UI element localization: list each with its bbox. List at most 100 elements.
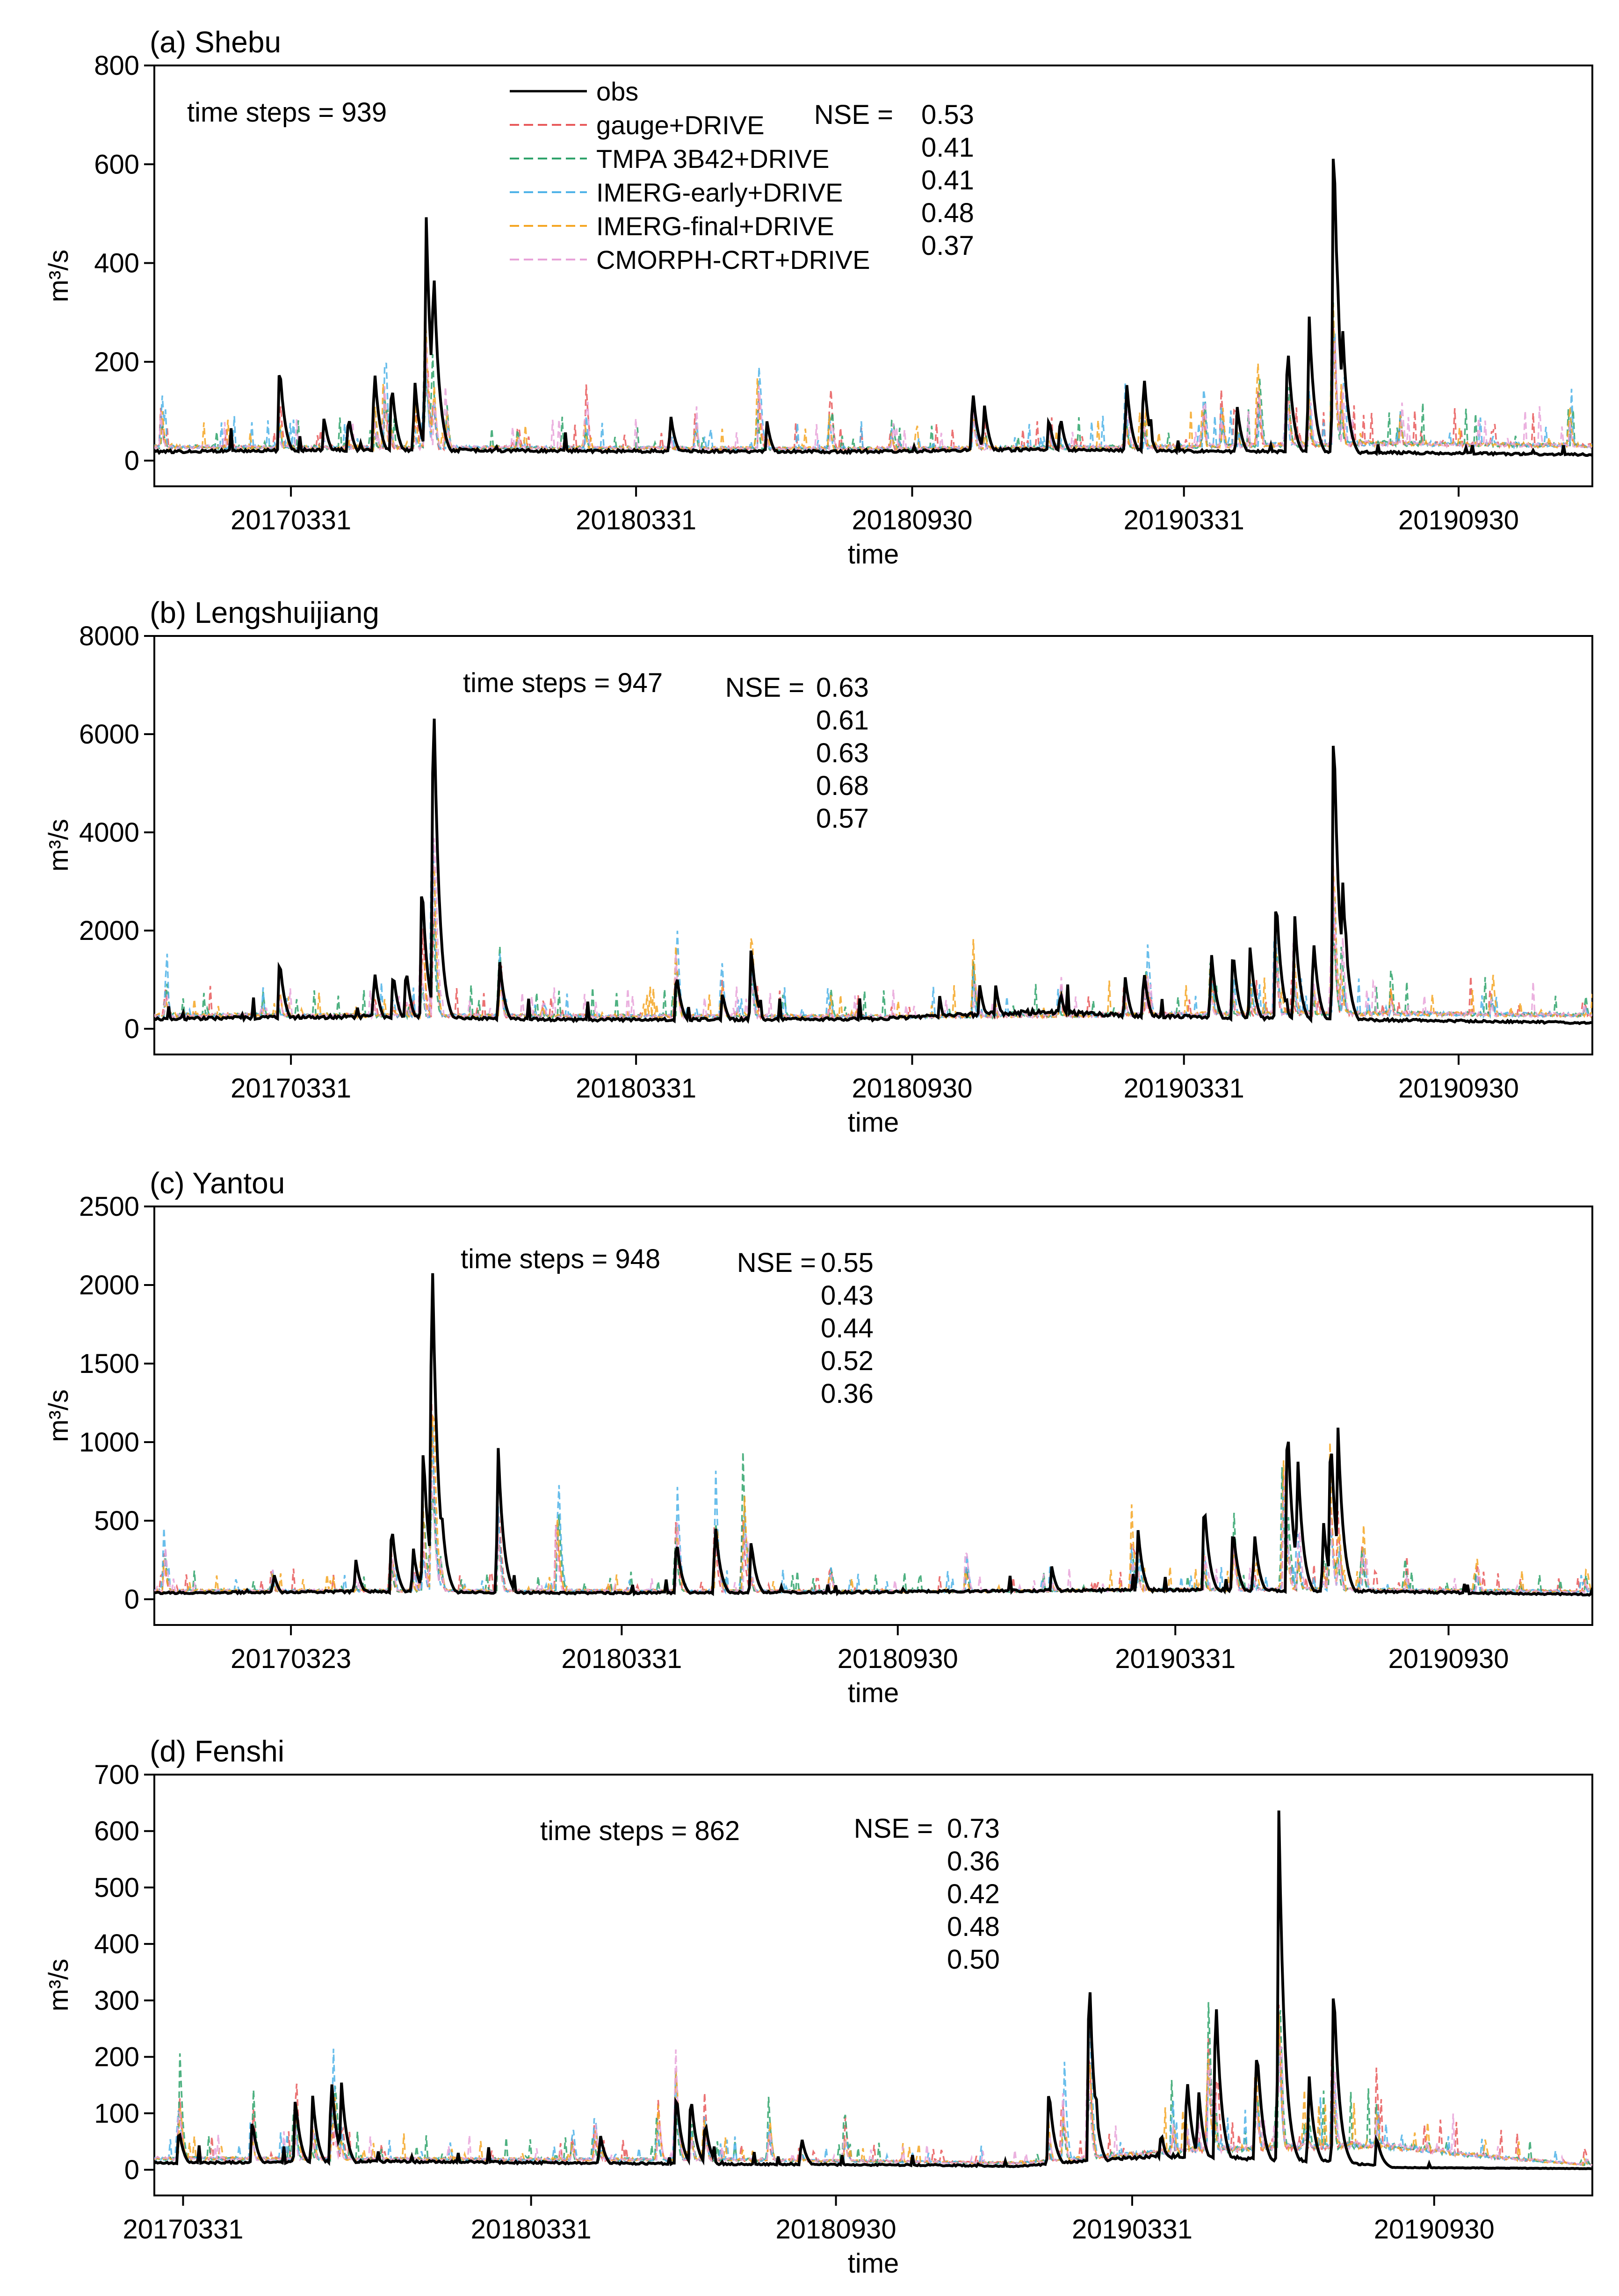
nse-label: NSE = <box>814 100 893 130</box>
panel-3: (c) Yantou 0 500 1000 1500 2000 2500 20170323 20… <box>43 1166 1593 1708</box>
series-imerg-final-line <box>154 304 1592 453</box>
series-tmpa-line <box>154 1451 1592 1594</box>
x-tick-label: 20190331 <box>1115 1644 1236 1674</box>
nse-value-gauge: 0.73 <box>947 1813 1000 1844</box>
nse-value-cmorph: 0.37 <box>921 231 974 261</box>
time-steps-annotation: time steps = 862 <box>540 1816 740 1846</box>
x-tick-label: 20180930 <box>852 1073 972 1104</box>
panel-4: (d) Fenshi 0 100 200 300 400 500 600 700 20170331… <box>43 1734 1593 2279</box>
panel-title: (d) Fenshi <box>150 1734 284 1768</box>
nse-value-imerg-final: 0.68 <box>816 771 869 801</box>
legend-label-gauge: gauge+DRIVE <box>596 110 765 140</box>
y-tick-label: 2000 <box>79 916 139 946</box>
plot-frame <box>153 635 1593 1055</box>
panel-2: (b) Lengshuijiang 0 2000 4000 6000 8000 201703… <box>43 596 1593 1138</box>
time-steps-annotation: time steps = 939 <box>187 97 387 128</box>
series-group <box>154 718 1592 1025</box>
series-obs-line <box>154 718 1592 1025</box>
y-tick-label: 500 <box>94 1506 139 1536</box>
y-tick-label: 700 <box>94 1760 139 1790</box>
time-steps-annotation: time steps = 948 <box>461 1244 660 1274</box>
legend-label-imerg-early: IMERG-early+DRIVE <box>596 178 843 207</box>
x-axis-label: time <box>848 1678 899 1708</box>
x-tick-label: 20190930 <box>1398 1073 1519 1104</box>
panel-title: (b) Lengshuijiang <box>150 596 379 629</box>
series-cmorph-line <box>154 838 1592 1021</box>
x-tick-label: 20180331 <box>471 2214 592 2245</box>
series-imerg-early-line <box>154 1426 1592 1595</box>
y-tick-label: 0 <box>124 2155 139 2185</box>
series-obs-line <box>154 1273 1592 1597</box>
legend-label-cmorph: CMORPH-CRT+DRIVE <box>596 245 870 274</box>
x-tick-label: 20190930 <box>1374 2214 1495 2245</box>
x-tick-label: 20180930 <box>776 2214 896 2245</box>
legend-label-obs: obs <box>596 77 638 106</box>
y-tick-label: 1000 <box>79 1427 139 1458</box>
x-tick-label: 20190331 <box>1124 505 1244 535</box>
series-imerg-final-line <box>154 866 1592 1020</box>
nse-value-imerg-early: 0.44 <box>821 1313 874 1343</box>
series-gauge-line <box>154 2005 1592 2166</box>
series-obs-line <box>154 1810 1592 2170</box>
series-tmpa-line <box>154 2002 1592 2166</box>
y-tick-label: 1500 <box>79 1349 139 1379</box>
nse-value-imerg-final: 0.52 <box>821 1346 874 1376</box>
x-tick-label: 20180331 <box>576 1073 696 1104</box>
nse-value-imerg-early: 0.41 <box>921 165 974 195</box>
nse-value-tmpa: 0.36 <box>947 1846 1000 1877</box>
panel-title: (c) Yantou <box>150 1166 285 1200</box>
x-axis-label: time <box>848 539 899 570</box>
y-axis-label: m³/s <box>43 250 74 303</box>
legend: obs gauge+DRIVE TMPA 3B42+DRIVE IMERG-early… <box>510 77 870 274</box>
series-gauge-line <box>154 901 1592 1020</box>
legend-label-imerg-final: IMERG-final+DRIVE <box>596 211 834 241</box>
y-tick-label: 2500 <box>79 1191 139 1222</box>
x-tick-label: 20180331 <box>576 505 696 535</box>
nse-value-cmorph: 0.36 <box>821 1379 874 1409</box>
y-tick-label: 4000 <box>79 817 139 848</box>
series-group <box>154 1810 1592 2170</box>
nse-value-gauge: 0.53 <box>921 100 974 130</box>
series-cmorph-line <box>154 341 1592 453</box>
y-tick-label: 800 <box>94 51 139 81</box>
y-tick-label: 2000 <box>79 1270 139 1300</box>
y-tick-label: 400 <box>94 248 139 279</box>
y-tick-label: 100 <box>94 2098 139 2129</box>
y-tick-label: 200 <box>94 2042 139 2072</box>
x-tick-label: 20170331 <box>123 2214 243 2245</box>
y-tick-label: 0 <box>124 1014 139 1044</box>
y-tick-label: 6000 <box>79 719 139 750</box>
series-group <box>154 159 1592 457</box>
nse-value-tmpa: 0.43 <box>821 1280 874 1311</box>
x-axis-label: time <box>848 1107 899 1138</box>
nse-value-cmorph: 0.57 <box>816 803 869 834</box>
series-obs-line <box>154 159 1592 457</box>
y-tick-label: 200 <box>94 347 139 377</box>
nse-value-imerg-early: 0.42 <box>947 1879 1000 1909</box>
y-tick-label: 8000 <box>79 621 139 651</box>
x-tick-label: 20190930 <box>1388 1644 1509 1674</box>
series-group <box>154 1273 1592 1597</box>
nse-value-tmpa: 0.61 <box>816 705 869 736</box>
nse-value-tmpa: 0.41 <box>921 132 974 163</box>
nse-value-imerg-final: 0.48 <box>947 1912 1000 1942</box>
time-steps-annotation: time steps = 947 <box>463 668 663 698</box>
nse-value-imerg-early: 0.63 <box>816 738 869 768</box>
y-tick-label: 0 <box>124 446 139 476</box>
series-gauge-line <box>154 1390 1592 1594</box>
x-tick-label: 20170331 <box>231 1073 351 1104</box>
x-axis-label: time <box>848 2248 899 2279</box>
plot-frame <box>153 65 1593 487</box>
x-tick-label: 20170323 <box>231 1644 351 1674</box>
y-axis-label: m³/s <box>43 819 74 872</box>
plot-frame <box>153 1206 1593 1626</box>
nse-value-cmorph: 0.50 <box>947 1944 1000 1975</box>
x-tick-label: 20180930 <box>852 505 972 535</box>
y-tick-label: 0 <box>124 1584 139 1615</box>
y-tick-label: 400 <box>94 1929 139 1959</box>
y-axis-label: m³/s <box>43 1389 74 1442</box>
x-tick-label: 20190930 <box>1398 505 1519 535</box>
nse-label: NSE = <box>854 1813 933 1844</box>
plot-frame <box>153 1774 1593 2196</box>
